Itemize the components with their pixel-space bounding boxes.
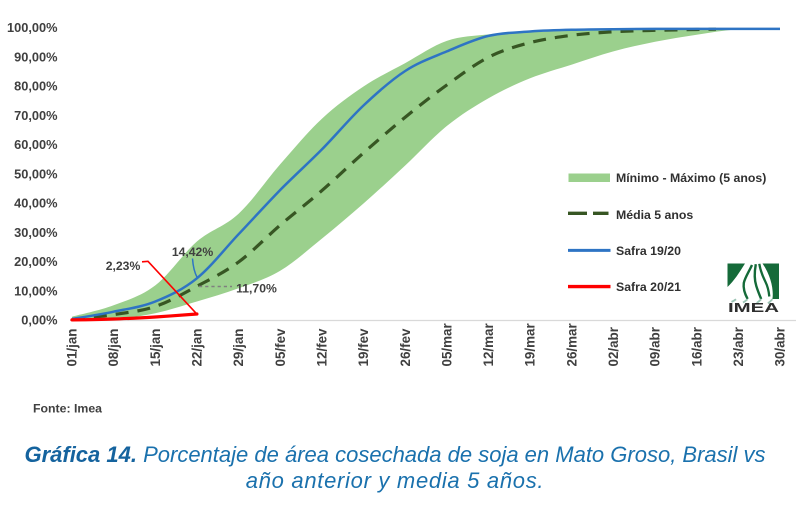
svg-text:Fonte: Imea: Fonte: Imea bbox=[33, 401, 102, 415]
svg-text:16/abr: 16/abr bbox=[689, 326, 704, 366]
svg-text:70,00%: 70,00% bbox=[14, 108, 58, 123]
svg-text:Média 5 anos: Média 5 anos bbox=[616, 208, 693, 222]
svg-text:26/mar: 26/mar bbox=[564, 323, 579, 367]
svg-text:90,00%: 90,00% bbox=[14, 49, 58, 64]
svg-text:09/abr: 09/abr bbox=[648, 326, 663, 366]
svg-text:30,00%: 30,00% bbox=[14, 225, 58, 240]
svg-text:12/fev: 12/fev bbox=[315, 328, 330, 367]
svg-text:19/mar: 19/mar bbox=[523, 323, 538, 367]
svg-text:IMEA: IMEA bbox=[728, 300, 780, 315]
svg-text:Safra 19/20: Safra 19/20 bbox=[616, 244, 681, 258]
svg-text:08/jan: 08/jan bbox=[106, 329, 121, 367]
svg-text:19/fev: 19/fev bbox=[356, 328, 371, 367]
svg-text:02/abr: 02/abr bbox=[606, 326, 621, 366]
svg-text:11,70%: 11,70% bbox=[236, 282, 277, 296]
svg-text:05/fev: 05/fev bbox=[273, 328, 288, 367]
svg-text:20,00%: 20,00% bbox=[14, 254, 58, 269]
svg-text:10,00%: 10,00% bbox=[14, 283, 58, 298]
svg-text:22/jan: 22/jan bbox=[190, 329, 205, 367]
svg-text:30/abr: 30/abr bbox=[773, 326, 788, 366]
svg-text:80,00%: 80,00% bbox=[14, 79, 58, 94]
svg-text:40,00%: 40,00% bbox=[14, 196, 58, 211]
svg-text:Mínimo - Máximo (5 anos): Mínimo - Máximo (5 anos) bbox=[616, 171, 766, 185]
svg-text:26/fev: 26/fev bbox=[398, 328, 413, 367]
svg-text:100,00%: 100,00% bbox=[7, 20, 58, 35]
svg-text:Safra 20/21: Safra 20/21 bbox=[616, 280, 681, 294]
svg-text:23/abr: 23/abr bbox=[731, 326, 746, 366]
svg-text:14,42%: 14,42% bbox=[172, 245, 213, 259]
svg-text:50,00%: 50,00% bbox=[14, 166, 58, 181]
svg-text:2,23%: 2,23% bbox=[106, 259, 141, 273]
svg-text:15/jan: 15/jan bbox=[148, 329, 163, 367]
svg-text:01/jan: 01/jan bbox=[65, 329, 80, 367]
svg-text:12/mar: 12/mar bbox=[481, 323, 496, 367]
svg-text:05/mar: 05/mar bbox=[439, 323, 454, 367]
svg-text:0,00%: 0,00% bbox=[21, 313, 58, 328]
svg-text:29/jan: 29/jan bbox=[231, 329, 246, 367]
svg-text:60,00%: 60,00% bbox=[14, 137, 58, 152]
